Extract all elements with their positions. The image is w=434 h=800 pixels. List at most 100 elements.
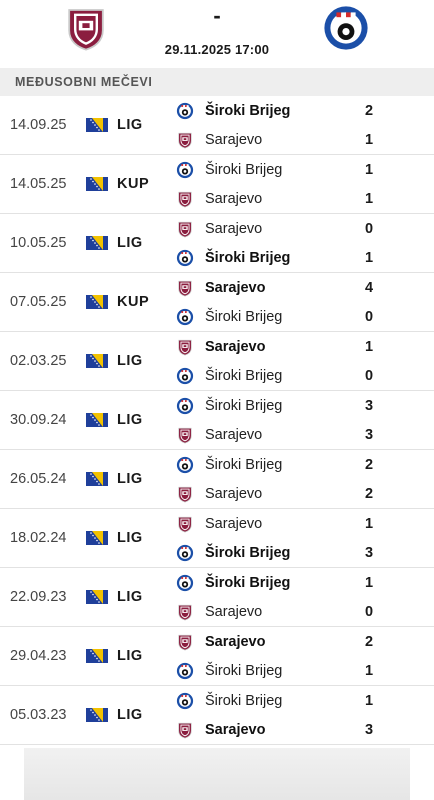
team-row: Sarajevo 3 <box>0 421 434 450</box>
competition-label: LIG <box>117 589 143 605</box>
match-date: 26.05.24 <box>10 471 67 487</box>
match-date: 07.05.25 <box>10 294 67 310</box>
match-row[interactable]: 14.05.25 KUP Široki Brijeg 1 Sarajevo 1 <box>0 155 434 214</box>
match-row[interactable]: 30.09.24 LIG Široki Brijeg 3 Sarajevo 3 <box>0 391 434 450</box>
team-score: 1 <box>364 339 374 355</box>
team-row: Široki Brijeg 1 <box>0 687 434 716</box>
match-row[interactable]: 18.02.24 LIG Sarajevo 1 Široki Brijeg 3 <box>0 509 434 568</box>
match-row[interactable]: 02.03.25 LIG Sarajevo 1 Široki Brijeg 0 <box>0 332 434 391</box>
team-score: 0 <box>364 368 374 384</box>
match-row[interactable]: 07.05.25 KUP Sarajevo 4 Široki Brijeg 0 <box>0 273 434 332</box>
sarajevo-crest-icon <box>176 131 194 149</box>
team-name: Široki Brijeg <box>205 162 283 178</box>
team-name: Sarajevo <box>205 634 266 650</box>
team-name: Široki Brijeg <box>205 575 291 591</box>
team-row: Široki Brijeg 2 <box>0 451 434 480</box>
team-row: Široki Brijeg 0 <box>0 362 434 391</box>
siroki-brijeg-crest-icon <box>176 308 194 326</box>
match-row[interactable]: 29.04.23 LIG Sarajevo 2 Široki Brijeg 1 <box>0 627 434 686</box>
match-date: 02.03.25 <box>10 353 67 369</box>
team-score: 3 <box>364 427 374 443</box>
ad-placeholder <box>24 748 410 800</box>
match-row[interactable]: 26.05.24 LIG Široki Brijeg 2 Sarajevo 2 <box>0 450 434 509</box>
siroki-brijeg-crest-icon <box>176 249 194 267</box>
competition-label: LIG <box>117 707 143 723</box>
team-row: Sarajevo 0 <box>0 215 434 244</box>
sarajevo-crest-icon <box>176 485 194 503</box>
team-score: 1 <box>364 132 374 148</box>
team-row: Sarajevo 2 <box>0 628 434 657</box>
match-date: 14.05.25 <box>10 176 67 192</box>
match-date: 29.04.23 <box>10 648 67 664</box>
sarajevo-crest-icon <box>176 220 194 238</box>
siroki-brijeg-crest-icon <box>176 102 194 120</box>
match-date: 22.09.23 <box>10 589 67 605</box>
match-row[interactable]: 22.09.23 LIG Široki Brijeg 1 Sarajevo 0 <box>0 568 434 627</box>
match-date: 14.09.25 <box>10 117 67 133</box>
team-row: Široki Brijeg 1 <box>0 244 434 273</box>
sarajevo-crest-icon <box>176 721 194 739</box>
sarajevo-crest-icon <box>176 426 194 444</box>
team-row: Sarajevo 1 <box>0 126 434 155</box>
competition-label: LIG <box>117 353 143 369</box>
team-row: Sarajevo 1 <box>0 510 434 539</box>
team-name: Široki Brijeg <box>205 545 291 561</box>
team-name: Sarajevo <box>205 427 263 443</box>
competition-label: LIG <box>117 117 143 133</box>
team-name: Široki Brijeg <box>205 693 283 709</box>
siroki-brijeg-crest-icon <box>176 544 194 562</box>
siroki-brijeg-crest-icon <box>176 161 194 179</box>
competition-label: LIG <box>117 412 143 428</box>
team-score: 1 <box>364 663 374 679</box>
siroki-brijeg-crest-icon <box>176 574 194 592</box>
match-date: 30.09.24 <box>10 412 67 428</box>
competition-label: LIG <box>117 530 143 546</box>
competition-label: KUP <box>117 294 150 310</box>
match-row[interactable]: 10.05.25 LIG Sarajevo 0 Široki Brijeg 1 <box>0 214 434 273</box>
team-score: 2 <box>364 103 374 119</box>
match-row[interactable]: 05.03.23 LIG Široki Brijeg 1 Sarajevo 3 <box>0 686 434 745</box>
team-name: Široki Brijeg <box>205 250 291 266</box>
team-score: 4 <box>364 280 374 296</box>
team-score: 3 <box>364 398 374 414</box>
team-name: Široki Brijeg <box>205 103 291 119</box>
team-name: Sarajevo <box>205 722 266 738</box>
team-score: 1 <box>364 516 374 532</box>
team-row: Sarajevo 3 <box>0 716 434 745</box>
team-score: 3 <box>364 722 374 738</box>
team-row: Široki Brijeg 1 <box>0 569 434 598</box>
team-name: Sarajevo <box>205 191 263 207</box>
team-name: Sarajevo <box>205 339 266 355</box>
sarajevo-crest-icon <box>176 633 194 651</box>
sarajevo-crest-icon <box>176 190 194 208</box>
sarajevo-crest-icon <box>176 279 194 297</box>
team-name: Sarajevo <box>205 516 263 532</box>
sarajevo-crest-icon <box>176 515 194 533</box>
team-score: 0 <box>364 309 374 325</box>
match-row[interactable]: 14.09.25 LIG Široki Brijeg 2 Sarajevo 1 <box>0 96 434 155</box>
team-row: Sarajevo 4 <box>0 274 434 303</box>
team-row: Sarajevo 1 <box>0 185 434 214</box>
siroki-brijeg-crest-icon <box>176 662 194 680</box>
siroki-brijeg-crest-icon <box>176 397 194 415</box>
match-datetime: 29.11.2025 17:00 <box>164 42 270 57</box>
team-name: Sarajevo <box>205 486 263 502</box>
competition-label: LIG <box>117 471 143 487</box>
team-score: 0 <box>364 604 374 620</box>
team-score: 2 <box>364 486 374 502</box>
team-score: 3 <box>364 545 374 561</box>
team-row: Sarajevo 2 <box>0 480 434 509</box>
team-score: 0 <box>364 221 374 237</box>
team-name: Široki Brijeg <box>205 368 283 384</box>
team-name: Sarajevo <box>205 604 263 620</box>
siroki-brijeg-crest-icon[interactable] <box>322 4 370 52</box>
team-row: Široki Brijeg 1 <box>0 156 434 185</box>
team-name: Sarajevo <box>205 280 266 296</box>
team-name: Široki Brijeg <box>205 398 283 414</box>
team-score: 1 <box>364 693 374 709</box>
siroki-brijeg-crest-icon <box>176 692 194 710</box>
team-row: Široki Brijeg 1 <box>0 657 434 686</box>
match-header: - 29.11.2025 17:00 <box>0 0 434 68</box>
team-name: Široki Brijeg <box>205 457 283 473</box>
competition-label: LIG <box>117 648 143 664</box>
